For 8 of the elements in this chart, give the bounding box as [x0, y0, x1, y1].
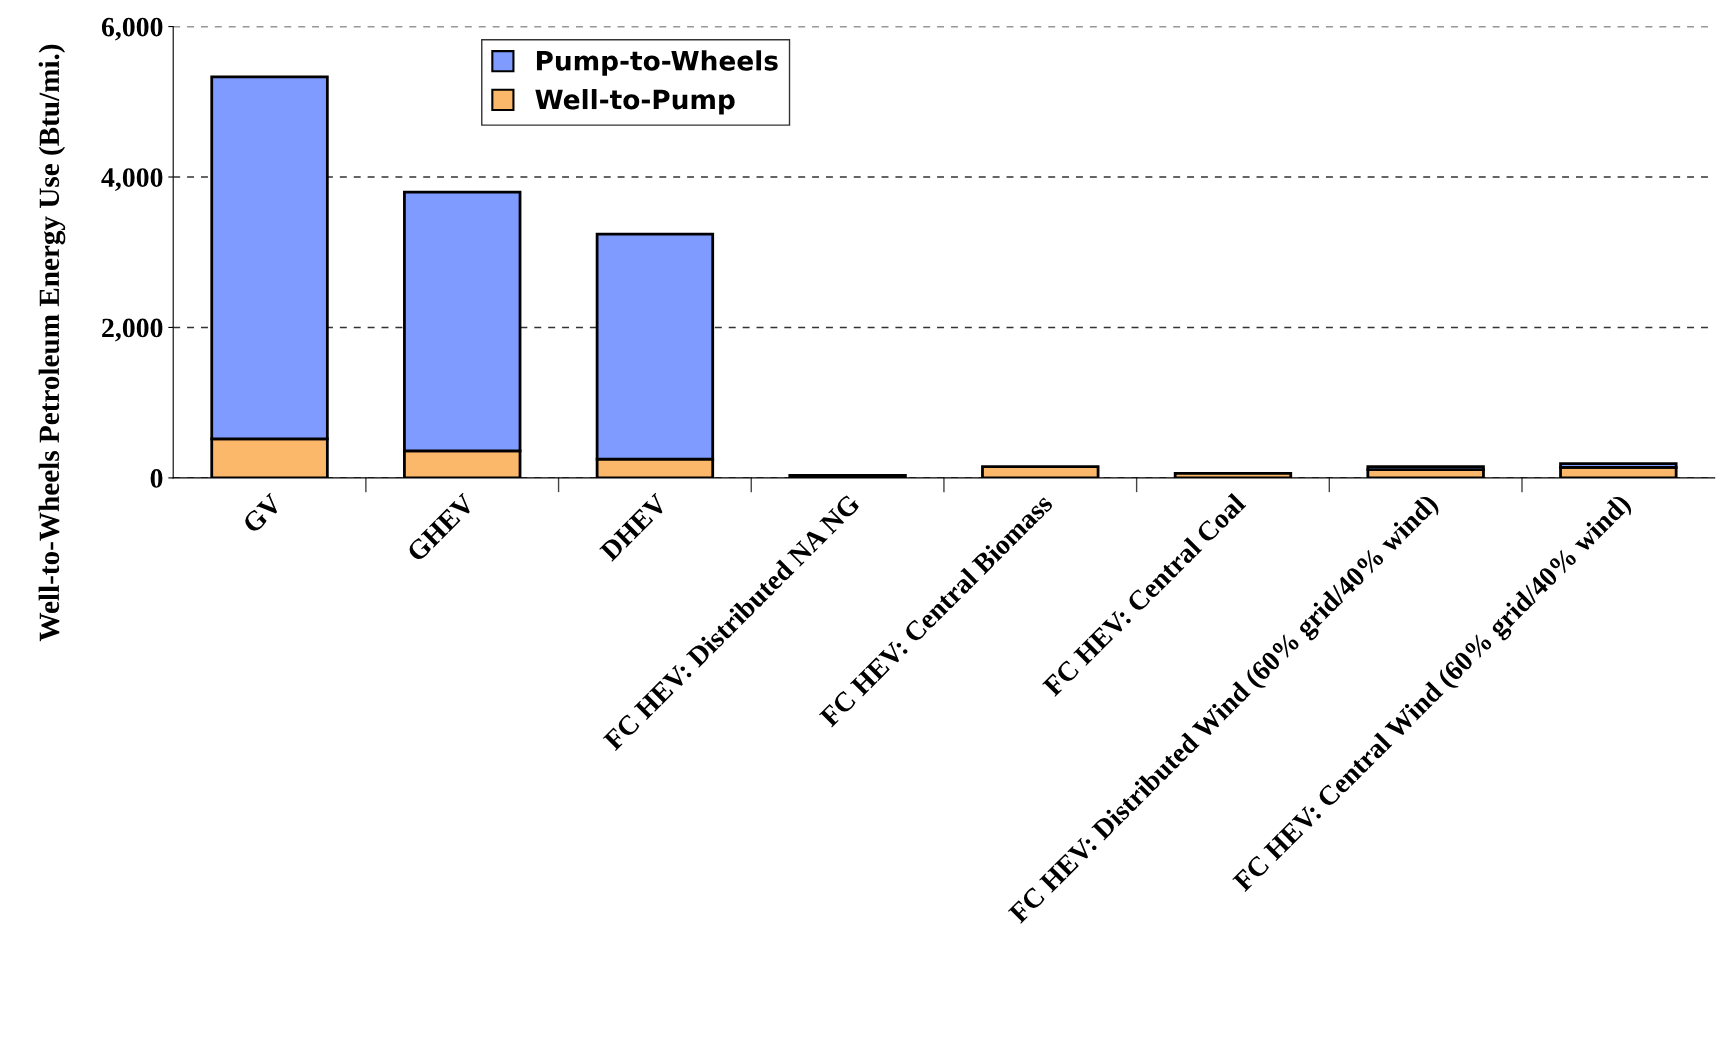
legend-label: Well-to-Pump — [535, 89, 735, 115]
y-tick-label: 4,000 — [101, 168, 163, 191]
y-axis-title: Well-to-Wheels Petroleum Energy Use (Btu/mi.) — [38, 44, 66, 642]
legend-label: Pump-to-Wheels — [536, 50, 778, 76]
y-tick-label: 2,000 — [102, 318, 163, 342]
x-tick-label: GV — [241, 492, 284, 535]
y-tick-label: 0 — [150, 469, 163, 488]
y-tick-label: 6,000 — [101, 17, 163, 41]
